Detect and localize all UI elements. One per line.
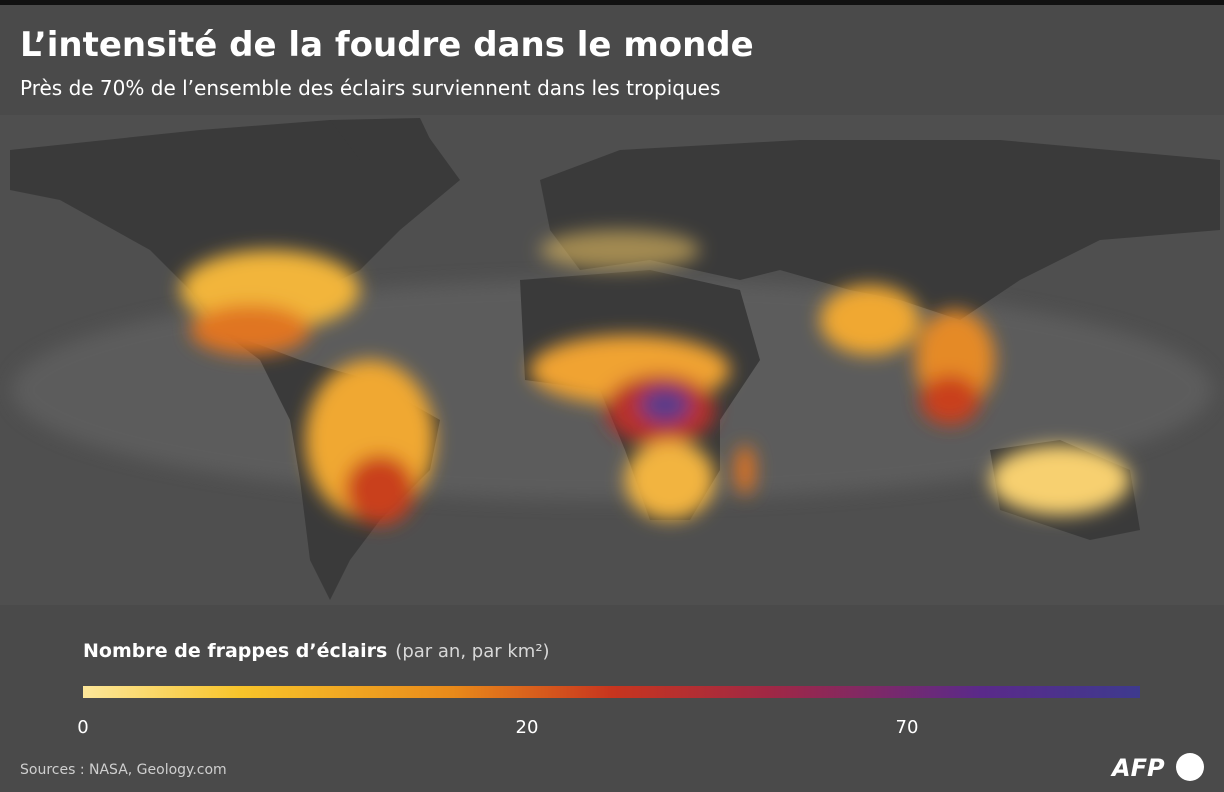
legend-title-line: Nombre de frappes d’éclairs (par an, par … — [83, 640, 550, 662]
legend-tick: 70 — [896, 717, 919, 738]
source: Sources : NASA, Geology.com — [20, 762, 227, 778]
logo-text: AFP — [1110, 754, 1165, 782]
legend-tick: 20 — [516, 717, 539, 738]
legend-unit: (par an, par km²) — [395, 641, 549, 662]
subtitle: Près de 70% de l’ensemble des éclairs su… — [20, 76, 720, 100]
legend-tick: 0 — [77, 717, 88, 738]
title: L’intensité de la foudre dans le monde — [20, 25, 754, 65]
legend-title: Nombre de frappes d’éclairs — [83, 640, 387, 662]
map — [0, 115, 1224, 605]
logo-circle — [1176, 753, 1204, 781]
lightning-zones — [180, 230, 1130, 525]
color-bar — [83, 686, 1140, 698]
top-bar — [0, 0, 1224, 5]
